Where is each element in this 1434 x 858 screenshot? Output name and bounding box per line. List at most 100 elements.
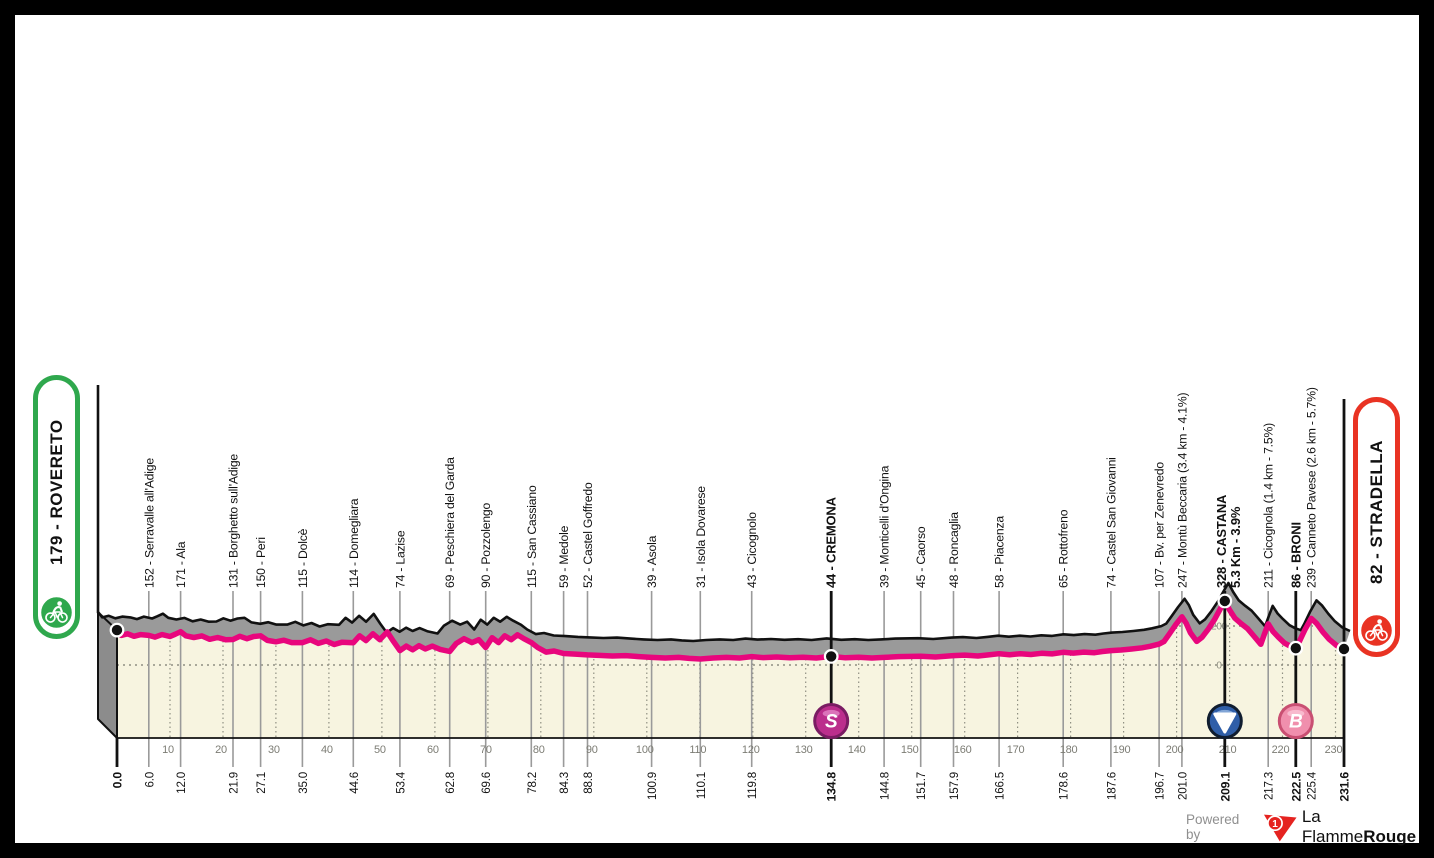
distance-label: 21.9 <box>228 772 241 794</box>
distance-label: 178.6 <box>1058 772 1071 800</box>
waypoint-label: 48 - Roncaglia <box>947 512 961 588</box>
distance-label: 157.9 <box>948 772 961 800</box>
skyline <box>96 581 1351 643</box>
waypoint-label: 65 - Rottofreno <box>1057 509 1071 588</box>
axis-tick-label-110: 110 <box>689 744 706 756</box>
waypoint-label: 39 - Asola <box>645 535 659 588</box>
axis-tick-label-200: 200 <box>1166 744 1184 756</box>
marker-symbol: B <box>1289 712 1303 733</box>
distance-label: 119.8 <box>746 772 759 799</box>
bonus-sprint-highlight <box>1287 709 1305 718</box>
waypoint-label: 107 - Bv. per Zenevredo <box>1153 462 1167 588</box>
distance-label: 231.6 <box>1338 772 1352 802</box>
waypoint-label: 114 - Domegliara <box>347 498 361 588</box>
axis-tick-label-170: 170 <box>1007 744 1025 756</box>
distance-label: 110.1 <box>695 772 708 799</box>
distance-label: 62.8 <box>444 772 457 794</box>
distance-label: 187.6 <box>1105 772 1118 800</box>
category-4-climb-marker: 4 <box>1206 703 1243 739</box>
start-badge-label: 179 - ROVERETO <box>46 419 66 566</box>
powered-by-label: Powered by <box>1186 812 1240 842</box>
waypoint-label: 131 - Borghetto sull'Adige <box>227 454 241 588</box>
finish-badge: 82 - STRADELLA <box>1353 397 1400 657</box>
axis-tick-label-180: 180 <box>1060 744 1078 756</box>
axis-tick-label-10: 10 <box>162 744 174 756</box>
intermediate-sprint-highlight <box>822 709 840 718</box>
distance-label: 201.0 <box>1176 772 1189 800</box>
elevation-gridline-label-0: 0 <box>1216 661 1222 672</box>
finish-badge-label: 82 - STRADELLA <box>1366 440 1386 585</box>
waypoint-label: 58 - Piacenza <box>993 516 1007 588</box>
distance-label: 151.7 <box>915 772 928 800</box>
axis-tick-label-120: 120 <box>742 744 760 756</box>
terrain-front-face <box>117 601 1344 738</box>
waypoint-label-line2: 5.3 Km - 3.9% <box>1228 506 1243 588</box>
distance-label: 134.8 <box>825 772 839 802</box>
waypoint-label: 52 - Castel Goffredo <box>581 482 595 588</box>
waypoint-label: 74 - Castel San Giovanni <box>1104 457 1118 588</box>
waypoint-label: 74 - Lazise <box>393 530 407 588</box>
axis-tick-label-140: 140 <box>848 744 866 756</box>
distance-label: 27.1 <box>255 772 268 794</box>
route-dot <box>1336 641 1352 657</box>
distance-label: 209.1 <box>1218 772 1232 802</box>
axis-tick-label-50: 50 <box>374 744 386 756</box>
finish-cyclist-icon <box>1359 613 1394 648</box>
distance-label: 6.0 <box>143 772 156 788</box>
waypoint-label: 69 - Peschiera del Garda <box>443 457 457 588</box>
waypoint-label: 90 - Pozzolengo <box>479 502 493 588</box>
route-dot <box>823 649 839 664</box>
brand-name: La FlammeRouge <box>1301 807 1417 846</box>
axis-tick-label-90: 90 <box>586 744 598 756</box>
distance-label: 88.8 <box>582 772 595 794</box>
svg-text:1: 1 <box>1273 818 1279 829</box>
waypoint-label: 152 - Serravalle all'Adige <box>142 458 156 588</box>
category-number: 4 <box>1220 715 1230 732</box>
distance-label: 196.7 <box>1154 772 1167 800</box>
distance-label: 100.9 <box>646 772 659 800</box>
start-cyclist-icon <box>39 595 74 630</box>
elevation-gridline-label-200: 200 <box>1211 622 1228 633</box>
axis-tick-label-150: 150 <box>901 744 919 756</box>
distance-label: 166.5 <box>994 772 1007 800</box>
axis-tick-label-40: 40 <box>321 744 333 756</box>
route-elevation-line <box>114 598 1347 662</box>
waypoint-label: 171 - Ala <box>174 541 188 588</box>
distance-label: 0.0 <box>111 772 125 789</box>
bonus-sprint-marker: B <box>1277 703 1314 739</box>
waypoint-label: 39 - Monticelli d'Ongina <box>878 465 892 588</box>
distance-label: 225.4 <box>1306 771 1319 800</box>
distance-label: 84.3 <box>558 772 571 794</box>
marker-symbol: S <box>825 712 838 733</box>
waypoint-label: 115 - Dolcè <box>296 528 310 588</box>
distance-label: 217.3 <box>1263 772 1276 800</box>
waypoint-label: 43 - Cicognolo <box>745 512 759 588</box>
intermediate-sprint-marker: S <box>813 703 850 739</box>
waypoint-label: 150 - Peri <box>254 537 268 588</box>
axis-tick-label-230: 230 <box>1325 744 1343 756</box>
distance-label: 12.0 <box>175 772 188 794</box>
axis-tick-label-100: 100 <box>636 744 654 756</box>
waypoint-label: 31 - Isola Dovarese <box>694 486 708 588</box>
distance-label: 144.8 <box>879 772 892 800</box>
waypoint-label: 86 - BRONI <box>1288 522 1303 588</box>
waypoint-label: 211 - Cicognola (1.4 km - 7.5%) <box>1262 423 1276 588</box>
axis-tick-label-210: 210 <box>1219 744 1237 756</box>
distance-label: 44.6 <box>348 772 361 794</box>
axis-tick-label-220: 220 <box>1272 744 1290 756</box>
distance-label: 53.4 <box>394 771 407 794</box>
axis-tick-label-190: 190 <box>1113 744 1131 756</box>
waypoint-label: 59 - Medole <box>557 525 571 588</box>
la-flamme-rouge-logo-icon: 1 <box>1264 814 1297 841</box>
start-badge: 179 - ROVERETO <box>33 375 80 639</box>
axis-tick-label-30: 30 <box>268 744 280 756</box>
terrain-top-band <box>98 583 1350 659</box>
axis-tick-label-70: 70 <box>480 744 492 756</box>
axis-tick-label-60: 60 <box>427 744 439 756</box>
waypoint-label: 44 - CREMONA <box>824 496 839 588</box>
axis-tick-label-130: 130 <box>795 744 813 756</box>
route-dot <box>1217 593 1233 609</box>
footer: Powered by 1 La FlammeRouge <box>1186 807 1434 846</box>
waypoint-label: 247 - Montù Beccaria (3.4 km - 4.1%) <box>1175 393 1189 588</box>
